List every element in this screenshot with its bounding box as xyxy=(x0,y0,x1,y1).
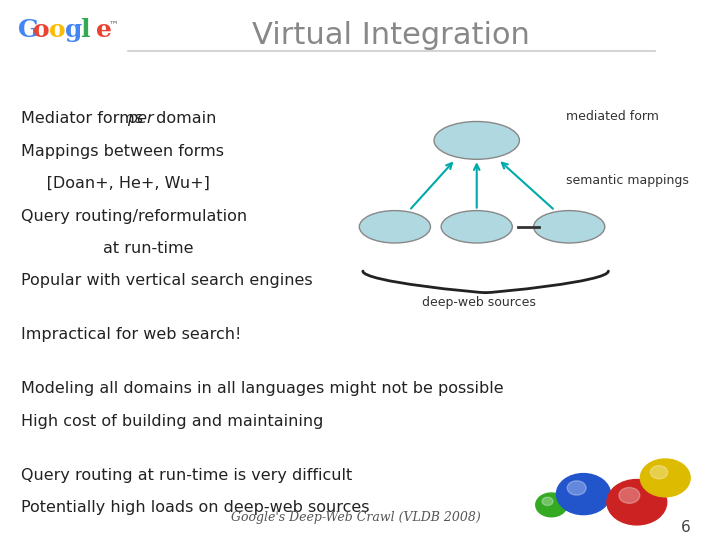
Text: Popular with vertical search engines: Popular with vertical search engines xyxy=(22,273,313,288)
Text: Virtual Integration: Virtual Integration xyxy=(253,21,530,50)
Circle shape xyxy=(557,474,611,515)
Text: deep-web sources: deep-web sources xyxy=(422,296,536,309)
Text: g: g xyxy=(65,18,82,42)
Text: G: G xyxy=(18,18,39,42)
Text: o: o xyxy=(33,18,50,42)
Text: ™: ™ xyxy=(108,19,118,29)
Text: Mappings between forms: Mappings between forms xyxy=(22,144,225,159)
Text: semantic mappings: semantic mappings xyxy=(566,174,688,187)
Ellipse shape xyxy=(534,211,605,243)
Text: [Doan+, He+, Wu+]: [Doan+, He+, Wu+] xyxy=(22,176,210,191)
Text: at run-time: at run-time xyxy=(22,241,194,256)
Text: Potentially high loads on deep-web sources: Potentially high loads on deep-web sourc… xyxy=(22,500,370,515)
Text: 6: 6 xyxy=(680,519,690,535)
Text: Query routing at run-time is very difficult: Query routing at run-time is very diffic… xyxy=(22,468,353,483)
Circle shape xyxy=(536,493,567,517)
Text: Query routing/reformulation: Query routing/reformulation xyxy=(22,208,248,224)
Text: High cost of building and maintaining: High cost of building and maintaining xyxy=(22,414,324,429)
Circle shape xyxy=(567,481,586,495)
Text: Impractical for web search!: Impractical for web search! xyxy=(22,327,242,342)
Circle shape xyxy=(607,480,667,525)
Circle shape xyxy=(650,465,667,479)
Text: l: l xyxy=(81,18,90,42)
Text: Google's Deep-Web Crawl (VLDB 2008): Google's Deep-Web Crawl (VLDB 2008) xyxy=(231,511,481,524)
Text: e: e xyxy=(96,18,112,42)
Text: mediated form: mediated form xyxy=(566,110,659,123)
Circle shape xyxy=(619,488,640,503)
Ellipse shape xyxy=(359,211,431,243)
Text: domain: domain xyxy=(151,111,216,126)
Text: Mediator forms: Mediator forms xyxy=(22,111,148,126)
Circle shape xyxy=(640,459,690,497)
Ellipse shape xyxy=(441,211,513,243)
Text: Modeling all domains in all languages might not be possible: Modeling all domains in all languages mi… xyxy=(22,381,504,396)
Text: o: o xyxy=(49,18,66,42)
Text: per: per xyxy=(127,111,153,126)
Circle shape xyxy=(542,497,553,505)
Ellipse shape xyxy=(434,122,519,159)
